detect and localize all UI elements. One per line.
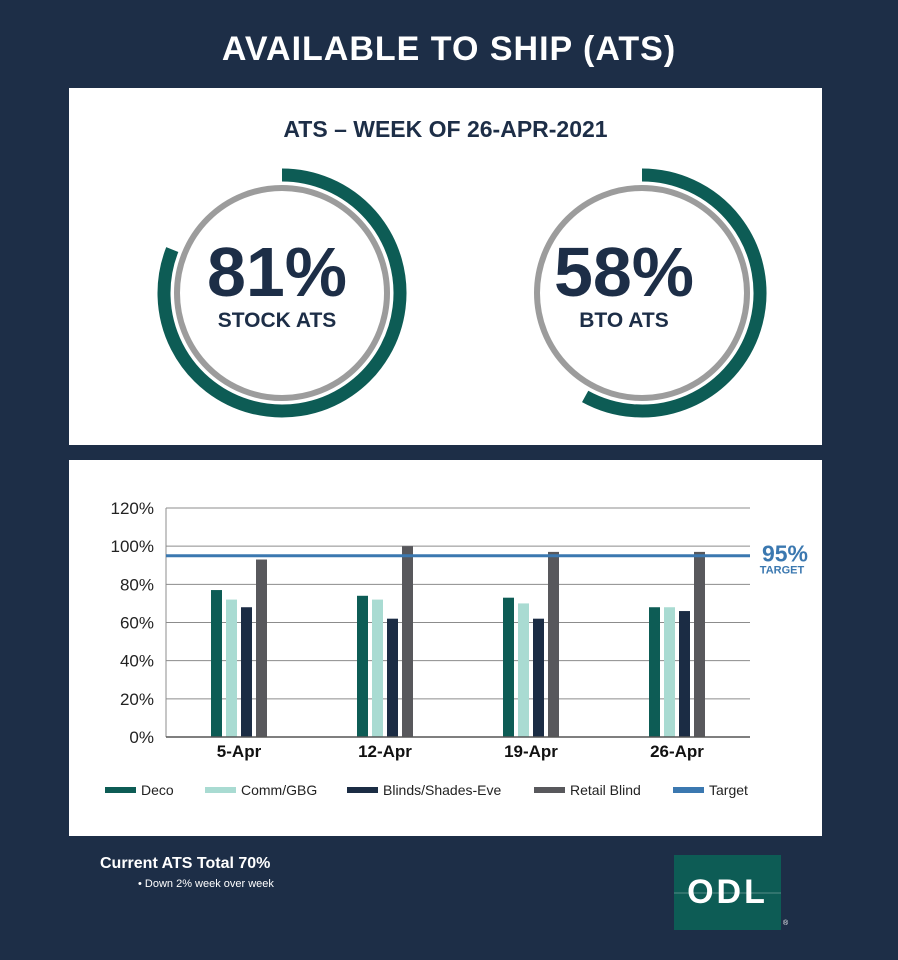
odl-logo-text: ODL: [687, 873, 768, 911]
bar-retail-blind: [548, 551, 559, 737]
bar-retail-blind: [402, 546, 413, 737]
bar-comm-gbg: [664, 607, 675, 737]
bto-gauge-text: 58% BTO ATS: [524, 236, 724, 334]
bar-blinds-shades-eve: [241, 607, 252, 737]
y-tick-label: 100%: [111, 537, 154, 556]
y-tick-label: 60%: [120, 614, 154, 633]
legend-label: Target: [709, 782, 748, 798]
current-ats-total: Current ATS Total 70%: [100, 855, 271, 872]
y-tick-label: 80%: [120, 575, 154, 594]
x-category-label: 12-Apr: [358, 742, 412, 761]
gauge-panel: ATS – WEEK OF 26-APR-2021 81% STOCK ATS …: [69, 88, 822, 445]
stock-ats-gauge: [157, 168, 407, 418]
page-title: AVAILABLE TO SHIP (ATS): [221, 30, 677, 68]
target-text-label: TARGET: [760, 565, 805, 577]
bto-ats-value: 58%: [553, 233, 695, 311]
week-over-week-note: • Down 2% week over week: [138, 878, 274, 890]
y-tick-label: 20%: [120, 690, 154, 709]
bar-deco: [503, 597, 514, 737]
legend-swatch: [105, 787, 136, 793]
stock-ats-value: 81%: [206, 233, 348, 311]
y-tick-label: 0%: [129, 728, 154, 747]
bar-blinds-shades-eve: [387, 618, 398, 737]
bar-deco: [211, 590, 222, 737]
legend-swatch: [534, 787, 565, 793]
bto-gauge-arc: [582, 168, 767, 418]
y-tick-label: 40%: [120, 652, 154, 671]
stock-gauge-text: 81% STOCK ATS: [177, 236, 377, 334]
bar-deco: [649, 607, 660, 737]
registered-mark: ®: [783, 920, 789, 927]
odl-logo: ODL: [674, 855, 781, 930]
x-category-label: 26-Apr: [650, 742, 704, 761]
x-category-label: 19-Apr: [504, 742, 558, 761]
legend-label: Comm/GBG: [241, 782, 317, 798]
bar-comm-gbg: [372, 599, 383, 737]
stock-gauge-ring: [174, 185, 390, 401]
legend-swatch: [673, 787, 704, 793]
bar-comm-gbg: [226, 599, 237, 737]
bar-blinds-shades-eve: [679, 611, 690, 737]
ats-bar-chart: 0% 20% 40% 60% 80% 100% 120% 5-Apr 12-Apr 19-Apr 2…: [105, 499, 808, 798]
target-value-label: 95%: [762, 541, 808, 567]
bar-retail-blind: [256, 559, 267, 737]
bar-blinds-shades-eve: [533, 618, 544, 737]
legend-label: Blinds/Shades-Eve: [383, 782, 502, 798]
legend-label: Retail Blind: [570, 782, 641, 798]
legend-swatch: [347, 787, 378, 793]
bto-ats-label: BTO ATS: [579, 309, 669, 332]
bar-deco: [357, 595, 368, 737]
stock-ats-label: STOCK ATS: [217, 309, 337, 332]
gauge-panel-title: ATS – WEEK OF 26-APR-2021: [283, 116, 608, 142]
bto-gauge-ring: [534, 185, 750, 401]
y-tick-label: 120%: [111, 499, 154, 518]
bar-comm-gbg: [518, 603, 529, 737]
legend-swatch: [205, 787, 236, 793]
x-category-label: 5-Apr: [217, 742, 262, 761]
chart-panel: 0% 20% 40% 60% 80% 100% 120% 5-Apr 12-Apr 19-Apr 2…: [69, 460, 822, 836]
legend-label: Deco: [141, 782, 174, 798]
bto-ats-gauge: [534, 168, 767, 418]
bar-retail-blind: [694, 551, 705, 737]
odl-logo-mark: ODL: [674, 873, 781, 911]
stock-gauge-arc: [157, 168, 407, 418]
